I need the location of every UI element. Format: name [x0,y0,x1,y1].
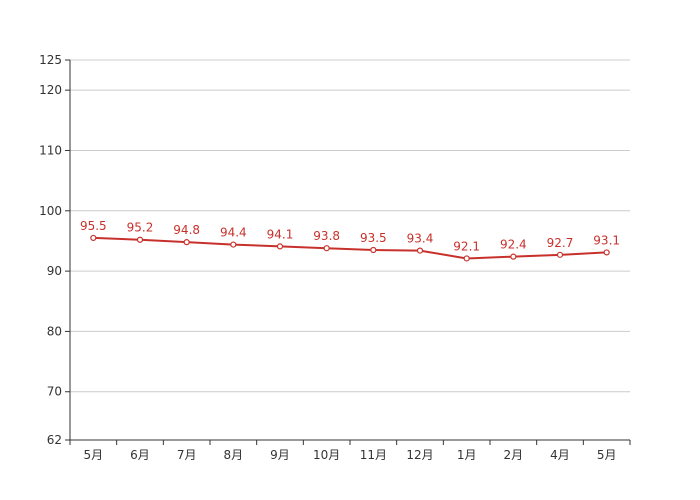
data-point [323,245,330,252]
data-label: 95.2 [127,221,154,235]
y-tick-label: 70 [47,385,62,399]
x-tick-label: 7月 [177,448,197,462]
data-label: 93.5 [360,231,387,245]
data-point [136,236,144,243]
y-tick-label: 90 [47,264,62,278]
data-point [276,243,284,250]
x-tick-label: 4月 [550,448,570,462]
x-tick-label: 8月 [224,448,244,462]
data-label: 95.5 [80,219,107,233]
x-tick-label: 2月 [504,448,524,462]
data-point [416,247,424,254]
x-tick-label: 5月 [597,448,617,462]
x-tick-label: 9月 [270,448,290,462]
x-tick-label: 10月 [313,448,340,462]
x-axis-ticks: 5月 6月 7月 8月 9月 10月 11月 12月 1月 2月 4月 5月 [69,440,631,462]
y-tick-label: 62 [47,433,62,447]
data-point [556,251,564,258]
y-tick-label: 120 [39,83,62,97]
x-tick-label: 11月 [360,448,387,462]
data-label: 92.4 [500,238,527,252]
data-label: 94.4 [220,226,247,240]
data-label: 94.1 [267,227,294,241]
y-tick-label: 110 [39,143,62,157]
x-tick-label: 6月 [130,448,150,462]
data-point [510,253,517,260]
data-point [230,241,237,248]
data-labels: 95.5 95.2 94.8 94.4 94.1 93.8 93.5 93.4 92.1 92.4… [80,219,620,254]
data-label: 92.1 [453,239,480,253]
data-point [183,239,190,246]
x-tick-label: 1月 [457,448,477,462]
series-group [90,234,610,262]
y-tick-label: 125 [39,53,62,67]
y-tick-label: 80 [47,324,62,338]
x-tick-label: 5月 [84,448,104,462]
data-point [463,255,470,262]
data-label: 94.8 [173,223,200,237]
data-point [370,246,377,254]
grid-lines [70,59,630,393]
data-label: 92.7 [547,236,574,250]
y-tick-label: 100 [39,204,62,218]
data-point [90,234,97,242]
series-line [93,236,607,260]
x-tick-label: 12月 [406,448,433,462]
data-label: 93.8 [313,229,340,243]
data-point [603,249,610,256]
data-label: 93.4 [407,232,434,246]
y-axis-ticks: 62 70 80 90 100 110 120 125 [39,53,70,447]
data-label: 93.1 [593,233,620,247]
